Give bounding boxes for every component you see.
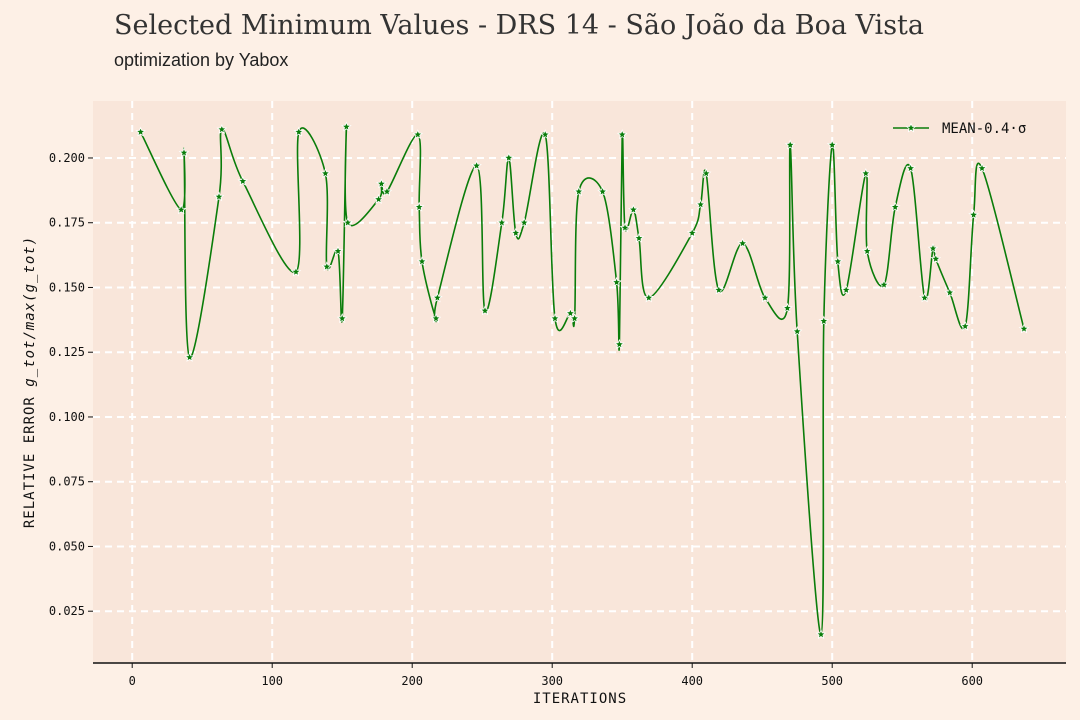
data-point [695, 199, 706, 210]
data-point [713, 284, 725, 295]
y-tick-label: 0.075 [49, 475, 85, 489]
data-point [332, 245, 344, 256]
data-point [290, 266, 302, 277]
data-point [518, 217, 530, 228]
data-point [510, 227, 522, 238]
data-point [341, 121, 352, 132]
data-point [184, 351, 195, 362]
data-point [968, 209, 979, 220]
data-point [381, 186, 393, 197]
y-tick-label: 0.150 [49, 280, 85, 294]
y-tick-label: 0.200 [49, 151, 85, 165]
y-tick-label: 0.100 [49, 410, 85, 424]
x-tick-label: 600 [961, 674, 983, 688]
data-point [320, 167, 331, 179]
data-point [175, 204, 187, 215]
data-point [496, 217, 508, 228]
data-point [861, 245, 873, 256]
data-point [643, 292, 655, 303]
data-point [213, 191, 225, 202]
data-point [412, 129, 424, 140]
data-point [826, 139, 838, 150]
data-point [878, 279, 890, 290]
y-axis-label: RELATIVE ERROR g_tot/max(g_tot) [22, 236, 38, 528]
data-point [840, 284, 852, 295]
data-point [791, 325, 803, 336]
data-point [930, 253, 942, 264]
data-point [976, 162, 988, 173]
data-point [216, 123, 228, 134]
data-point [503, 152, 515, 163]
data-point [611, 276, 622, 287]
x-axis-label: ITERATIONS [533, 691, 627, 707]
data-point [413, 201, 425, 212]
data-point [905, 162, 916, 173]
data-point [1018, 323, 1030, 334]
data-point [944, 287, 956, 298]
x-tick-label: 0 [129, 674, 136, 688]
data-point [927, 243, 939, 254]
data-point [815, 628, 827, 640]
data-point [432, 292, 443, 303]
plot-area [93, 101, 1066, 663]
grid-lines [93, 101, 1066, 663]
data-point [633, 232, 645, 243]
x-tick-label: 300 [541, 674, 563, 688]
series-layer [135, 121, 1030, 640]
data-point [539, 129, 551, 140]
x-tick-label: 400 [681, 674, 703, 688]
data-point [686, 227, 698, 238]
y-tick-label: 0.025 [49, 604, 85, 618]
y-tick-label: 0.175 [49, 216, 85, 230]
data-point [336, 312, 348, 324]
data-point [832, 256, 844, 267]
data-point [373, 193, 384, 204]
data-point [782, 302, 793, 313]
y-axis-label-main: RELATIVE ERROR [22, 387, 38, 528]
x-tick-label: 500 [821, 674, 843, 688]
data-point [700, 167, 712, 179]
data-point [759, 292, 771, 303]
y-tick-label: 0.125 [49, 345, 85, 359]
data-point [860, 167, 872, 179]
data-point [597, 186, 608, 197]
data-point [237, 175, 249, 186]
data-point [549, 312, 561, 324]
data-point [479, 305, 491, 316]
data-point [178, 147, 190, 158]
data-point [569, 312, 580, 324]
data-point [135, 126, 146, 137]
data-point [342, 217, 354, 228]
data-point [293, 126, 305, 137]
data-point [616, 129, 628, 140]
data-point [818, 315, 830, 326]
data-point [471, 160, 482, 171]
legend-marker [905, 122, 917, 133]
data-point [573, 186, 585, 197]
x-tick-label: 200 [401, 674, 423, 688]
data-point [959, 320, 971, 331]
data-point [737, 237, 748, 248]
chart-title: Selected Minimum Values - DRS 14 - São J… [114, 10, 924, 41]
data-point [619, 222, 631, 233]
data-point [919, 292, 930, 303]
data-point [376, 178, 387, 189]
data-point [430, 312, 442, 324]
axes: 0 100 200 300 400 500 600 0.025 0.050 0.075 0.100 0… [49, 151, 1066, 688]
x-tick-label: 100 [261, 674, 283, 688]
data-point [784, 139, 796, 150]
data-point [416, 256, 428, 267]
data-point [889, 201, 901, 212]
legend-label: MEAN-0.4·σ [942, 121, 1026, 137]
data-point [565, 307, 576, 318]
legend: MEAN-0.4·σ [893, 121, 1026, 137]
y-tick-label: 0.050 [49, 539, 85, 553]
chart-subtitle: optimization by Yabox [114, 50, 289, 70]
data-point [628, 204, 639, 215]
data-point [614, 338, 625, 349]
data-point [321, 261, 333, 272]
y-axis-label-math: g_tot/max(g_tot) [22, 236, 38, 387]
